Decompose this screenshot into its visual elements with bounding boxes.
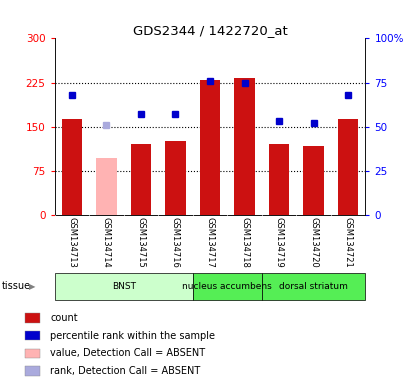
Text: GSM134721: GSM134721 bbox=[344, 217, 353, 268]
Text: GSM134714: GSM134714 bbox=[102, 217, 111, 268]
Bar bbox=[25, 313, 40, 323]
Bar bbox=[55, 273, 193, 300]
Text: ▶: ▶ bbox=[29, 281, 35, 291]
Bar bbox=[200, 79, 221, 215]
Bar bbox=[262, 273, 365, 300]
Bar bbox=[165, 141, 186, 215]
Bar bbox=[303, 146, 324, 215]
Bar bbox=[25, 331, 40, 341]
Text: tissue: tissue bbox=[2, 281, 31, 291]
Text: count: count bbox=[50, 313, 78, 323]
Text: GSM134718: GSM134718 bbox=[240, 217, 249, 268]
Text: GSM134720: GSM134720 bbox=[309, 217, 318, 268]
Text: dorsal striatum: dorsal striatum bbox=[279, 281, 348, 291]
Text: GSM134719: GSM134719 bbox=[275, 217, 284, 268]
Text: GSM134713: GSM134713 bbox=[67, 217, 76, 268]
Bar bbox=[338, 119, 359, 215]
Bar bbox=[131, 144, 151, 215]
Bar bbox=[61, 119, 82, 215]
Text: BNST: BNST bbox=[112, 281, 136, 291]
Bar bbox=[269, 144, 289, 215]
Text: value, Detection Call = ABSENT: value, Detection Call = ABSENT bbox=[50, 348, 205, 358]
Bar bbox=[25, 349, 40, 358]
Bar bbox=[234, 78, 255, 215]
Text: rank, Detection Call = ABSENT: rank, Detection Call = ABSENT bbox=[50, 366, 201, 376]
Text: percentile rank within the sample: percentile rank within the sample bbox=[50, 331, 215, 341]
Title: GDS2344 / 1422720_at: GDS2344 / 1422720_at bbox=[133, 24, 287, 37]
Bar bbox=[96, 158, 117, 215]
Bar bbox=[25, 366, 40, 376]
Bar bbox=[193, 273, 262, 300]
Text: nucleus accumbens: nucleus accumbens bbox=[182, 281, 272, 291]
Text: GSM134716: GSM134716 bbox=[171, 217, 180, 268]
Text: GSM134715: GSM134715 bbox=[136, 217, 145, 268]
Text: GSM134717: GSM134717 bbox=[205, 217, 215, 268]
